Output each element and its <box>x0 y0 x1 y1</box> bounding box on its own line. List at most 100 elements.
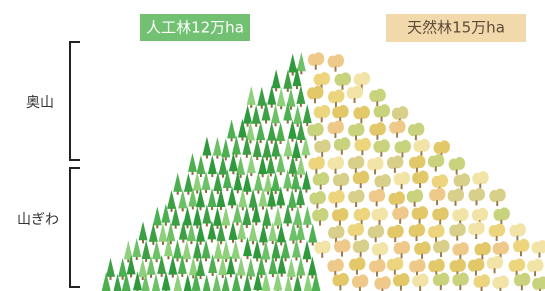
conifer <box>212 274 221 291</box>
conifer <box>256 121 265 140</box>
broadleaf <box>352 86 363 99</box>
broadleaf <box>418 171 429 184</box>
broadleaf <box>479 274 490 287</box>
conifer <box>308 223 317 242</box>
broadleaf <box>515 223 526 236</box>
conifer <box>153 206 162 225</box>
conifer <box>183 274 192 291</box>
broadleaf <box>438 273 449 286</box>
conifer <box>124 240 133 259</box>
broadleaf <box>394 191 405 204</box>
conifer <box>227 119 236 138</box>
conifer <box>288 54 297 73</box>
conifer <box>262 207 271 226</box>
broadleaf <box>398 273 409 286</box>
conifer <box>132 238 141 257</box>
broadleaf <box>358 239 369 252</box>
broadleaf <box>357 274 368 287</box>
broadleaf <box>318 172 329 185</box>
broadleaf <box>474 222 485 235</box>
conifer <box>292 139 301 158</box>
broadleaf <box>453 188 464 201</box>
broadleaf <box>333 225 344 238</box>
broadleaf <box>392 257 403 270</box>
conifer <box>272 69 281 88</box>
broadleaf <box>353 156 364 169</box>
broadleaf <box>334 190 345 203</box>
broadleaf <box>399 172 410 185</box>
forest-diagram: 人工林12万ha 天然林15万ha 奥山 山ぎわ <box>0 0 545 291</box>
conifer <box>138 221 147 240</box>
conifer <box>258 155 267 174</box>
broadleaf <box>459 173 470 186</box>
broadleaf <box>412 189 423 202</box>
broadleaf <box>420 241 431 254</box>
broadleaf <box>333 89 344 102</box>
conifer <box>267 86 276 105</box>
broadleaf <box>375 89 386 102</box>
conifer <box>222 240 231 259</box>
broadleaf <box>313 86 324 99</box>
conifer <box>168 256 177 275</box>
conifer <box>287 258 296 277</box>
conifer <box>178 189 187 208</box>
conifer <box>184 173 193 192</box>
broadleaf <box>379 139 390 152</box>
broadleaf <box>315 191 326 204</box>
broadleaf <box>340 239 351 252</box>
conifer <box>221 206 230 225</box>
broadleaf <box>353 123 364 136</box>
lower-bracket <box>70 168 80 287</box>
broadleaf <box>415 259 426 272</box>
broadleaf <box>519 273 530 286</box>
conifer <box>271 172 280 191</box>
conifer <box>182 240 191 259</box>
broadleaf <box>360 138 371 151</box>
broadleaf <box>518 239 529 252</box>
broadleaf <box>320 240 331 253</box>
broadleaf <box>418 274 429 287</box>
broadleaf <box>499 207 510 220</box>
lower-zone-label: 山ぎわ <box>17 212 59 228</box>
broadleaf <box>514 258 525 271</box>
broadleaf <box>495 188 506 201</box>
broadleaf <box>455 223 466 236</box>
conifer <box>173 273 182 291</box>
broadleaf <box>458 242 469 255</box>
conifer <box>254 172 263 191</box>
broadleaf <box>358 171 369 184</box>
conifer <box>173 239 182 258</box>
broadleaf <box>353 223 364 236</box>
conifer <box>202 137 211 156</box>
artificial-label: 人工林12万ha <box>146 19 244 37</box>
broadleaf <box>319 72 330 85</box>
broadleaf <box>433 225 444 238</box>
broadleaf <box>338 273 349 286</box>
broadleaf <box>359 72 370 85</box>
broadleaf <box>480 242 491 255</box>
trees <box>102 52 545 291</box>
broadleaf <box>437 174 448 187</box>
broadleaf <box>313 52 324 65</box>
broadleaf <box>433 154 444 167</box>
conifer <box>196 155 205 174</box>
broadleaf <box>377 207 388 220</box>
broadleaf <box>498 241 509 254</box>
broadleaf <box>333 54 344 67</box>
conifer <box>152 274 161 291</box>
broadleaf <box>494 223 505 236</box>
broadleaf <box>359 106 370 119</box>
conifer <box>213 137 222 156</box>
broadleaf <box>359 207 370 220</box>
broadleaf <box>319 105 330 118</box>
conifer <box>303 240 312 259</box>
conifer <box>173 173 182 192</box>
broadleaf <box>380 174 391 187</box>
broadleaf <box>473 258 484 271</box>
conifer <box>236 156 245 175</box>
broadleaf <box>414 155 425 168</box>
broadleaf <box>492 256 503 269</box>
broadleaf <box>333 156 344 169</box>
broadleaf <box>454 157 465 170</box>
broadleaf <box>375 259 386 272</box>
